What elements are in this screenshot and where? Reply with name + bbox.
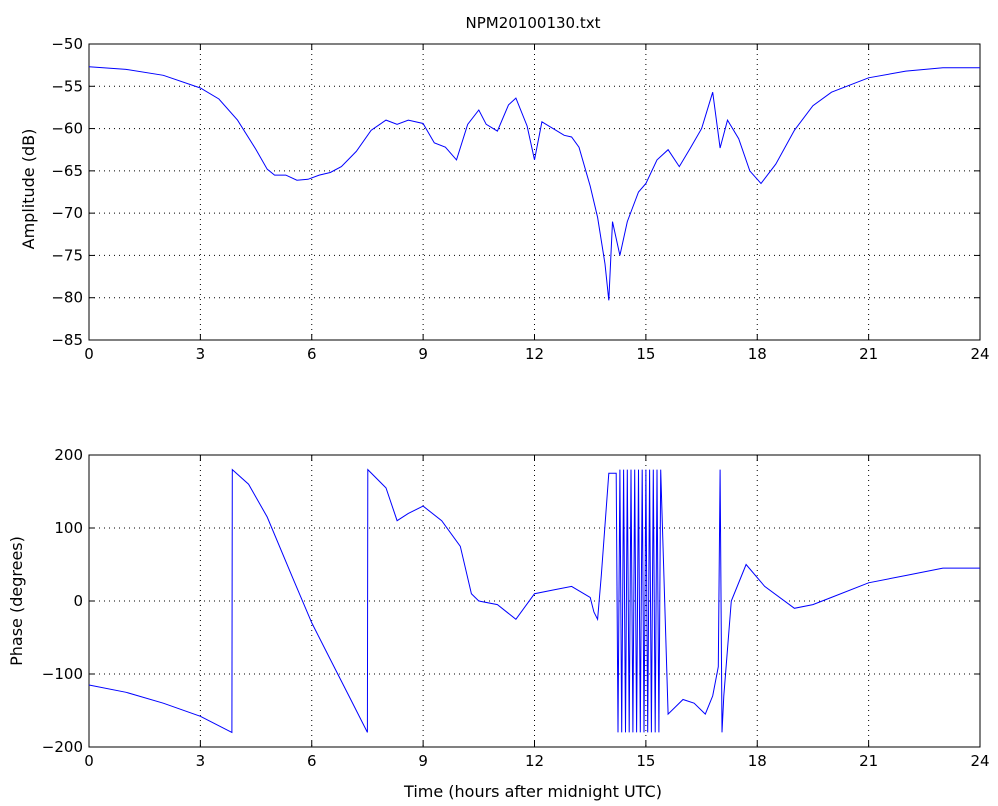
amplitude-x-tick-label: 24 <box>970 345 989 363</box>
phase-y-tick-label: 200 <box>54 446 83 464</box>
amplitude-x-tick-label: 3 <box>196 345 206 363</box>
phase-x-tick-label: 15 <box>636 752 655 770</box>
amplitude-x-tick-label: 6 <box>307 345 317 363</box>
phase-y-tick-label: 100 <box>54 519 83 537</box>
x-axis-label: Time (hours after midnight UTC) <box>403 782 662 801</box>
amplitude-y-tick-label: −75 <box>51 246 83 264</box>
phase-x-tick-label: 21 <box>859 752 878 770</box>
phase-x-tick-label: 12 <box>525 752 544 770</box>
amplitude-series-line <box>88 66 980 301</box>
phase-x-tick-label: 0 <box>84 752 94 770</box>
phase-x-tick-label: 6 <box>307 752 317 770</box>
phase-x-tick-label: 3 <box>196 752 206 770</box>
phase-y-axis-label: Phase (degrees) <box>7 536 26 666</box>
amplitude-y-tick-label: −85 <box>51 331 83 349</box>
amplitude-y-tick-label: −55 <box>51 77 83 95</box>
amplitude-x-tick-label: 0 <box>84 345 94 363</box>
phase-y-tick-label: −200 <box>42 738 83 756</box>
amplitude-x-tick-label: 12 <box>525 345 544 363</box>
amplitude-y-tick-label: −80 <box>51 289 83 307</box>
phase-x-tick-label: 9 <box>418 752 428 770</box>
phase-y-tick-label: −100 <box>42 665 83 683</box>
amplitude-plot: 0 3 6 9 12 15 18 21 24 −50 −55 −60 −65 −70 −75 −80 −85 <box>51 35 989 363</box>
phase-x-tick-label: 18 <box>748 752 767 770</box>
amplitude-x-tick-label: 21 <box>859 345 878 363</box>
amplitude-plot-area <box>88 43 981 341</box>
amplitude-y-axis-label: Amplitude (dB) <box>19 129 38 250</box>
amplitude-y-tick-label: −70 <box>51 204 83 222</box>
amplitude-y-tick-label: −60 <box>51 120 83 138</box>
phase-plot: 0 3 6 9 12 15 18 21 24 200 100 0 −100 −200 <box>42 446 990 770</box>
amplitude-y-tick-label: −50 <box>51 35 83 53</box>
phase-x-tick-label: 24 <box>970 752 989 770</box>
amplitude-x-tick-label: 15 <box>636 345 655 363</box>
phase-series-line <box>88 468 980 734</box>
amplitude-y-tick-label: −65 <box>51 162 83 180</box>
amplitude-x-tick-label: 9 <box>418 345 428 363</box>
amplitude-x-tick-label: 18 <box>748 345 767 363</box>
chart-title: NPM20100130.txt <box>466 14 601 32</box>
phase-y-tick-label: 0 <box>73 592 83 610</box>
